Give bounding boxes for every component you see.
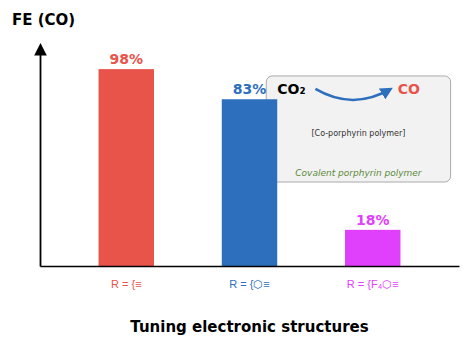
- annotation: CO₂: [277, 81, 305, 97]
- title: Tuning electronic structures: [130, 318, 368, 336]
- bar: [99, 69, 154, 266]
- chart: R = {≡ R = {⬡≡ R = {F₄⬡≡ 98% 83% 18% CO₂ CO Cova…: [0, 0, 474, 344]
- x-tick: R = {F₄⬡≡: [347, 266, 399, 290]
- y-axis: [40, 46, 41, 267]
- y-axis-line: [40, 46, 42, 267]
- annotation: CO: [398, 81, 420, 97]
- x-tick-label: R = {≡: [111, 278, 142, 290]
- x-tick-label: R = {F₄⬡≡: [347, 278, 399, 290]
- reaction-arrow: [315, 89, 390, 100]
- x-axis: R = {≡ R = {⬡≡ R = {F₄⬡≡: [41, 266, 460, 290]
- data-labels: 98% 83% 18%: [110, 51, 390, 228]
- data-label: 83%: [233, 81, 267, 97]
- x-axis-line: [41, 266, 460, 268]
- data-label: 18%: [356, 212, 390, 228]
- bar: [345, 230, 400, 266]
- x-tick-label: R = {⬡≡: [229, 278, 270, 290]
- inset-box: [266, 76, 450, 182]
- bar: [222, 99, 277, 266]
- x-tick: R = {⬡≡: [229, 266, 270, 290]
- y-axis-label: FE (CO): [12, 11, 75, 29]
- plot: R = {≡ R = {⬡≡ R = {F₄⬡≡ 98% 83% 18% CO₂ CO Cova…: [41, 46, 460, 290]
- x-tick: R = {≡: [111, 266, 142, 290]
- data-label: 98%: [110, 51, 144, 67]
- annotations: CO₂ CO Covalent porphyrin polymer [Co-porph…: [277, 81, 423, 178]
- annotation: [Co-porphyrin polymer]: [311, 129, 405, 138]
- annotation: Covalent porphyrin polymer: [295, 168, 423, 178]
